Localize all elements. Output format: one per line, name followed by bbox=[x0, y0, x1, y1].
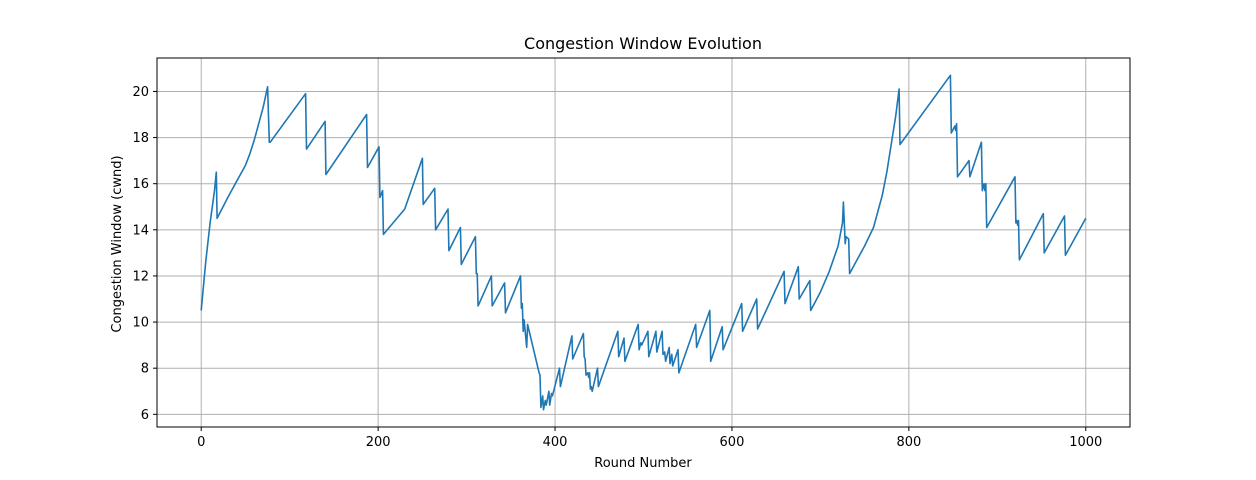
axes-frame bbox=[156, 57, 1131, 428]
y-tick-label: 14 bbox=[132, 223, 149, 238]
y-tick-label: 20 bbox=[132, 85, 149, 100]
y-axis-ticks: 6 8 10 12 14 16 18 20 bbox=[132, 85, 157, 423]
y-tick-label: 10 bbox=[132, 316, 149, 331]
x-axis-ticks: 0 200 400 600 800 1000 bbox=[197, 427, 1102, 450]
x-tick-label: 600 bbox=[720, 435, 745, 450]
y-tick-label: 16 bbox=[132, 177, 149, 192]
y-tick-label: 6 bbox=[141, 408, 149, 423]
y-tick-label: 12 bbox=[132, 269, 149, 284]
y-tick-label: 18 bbox=[132, 131, 149, 146]
x-tick-label: 400 bbox=[543, 435, 568, 450]
x-tick-label: 800 bbox=[896, 435, 921, 450]
x-tick-label: 1000 bbox=[1069, 435, 1102, 450]
x-axis-label: Round Number bbox=[594, 456, 692, 471]
plot-area bbox=[200, 74, 1087, 411]
x-tick-label: 200 bbox=[366, 435, 391, 450]
series-line-cwnd bbox=[200, 74, 1087, 411]
y-tick-label: 8 bbox=[141, 362, 149, 377]
chart-title: Congestion Window Evolution bbox=[524, 34, 762, 53]
x-tick-label: 0 bbox=[197, 435, 205, 450]
grid bbox=[157, 58, 1130, 427]
y-axis-label: Congestion Window (cwnd) bbox=[110, 155, 125, 332]
